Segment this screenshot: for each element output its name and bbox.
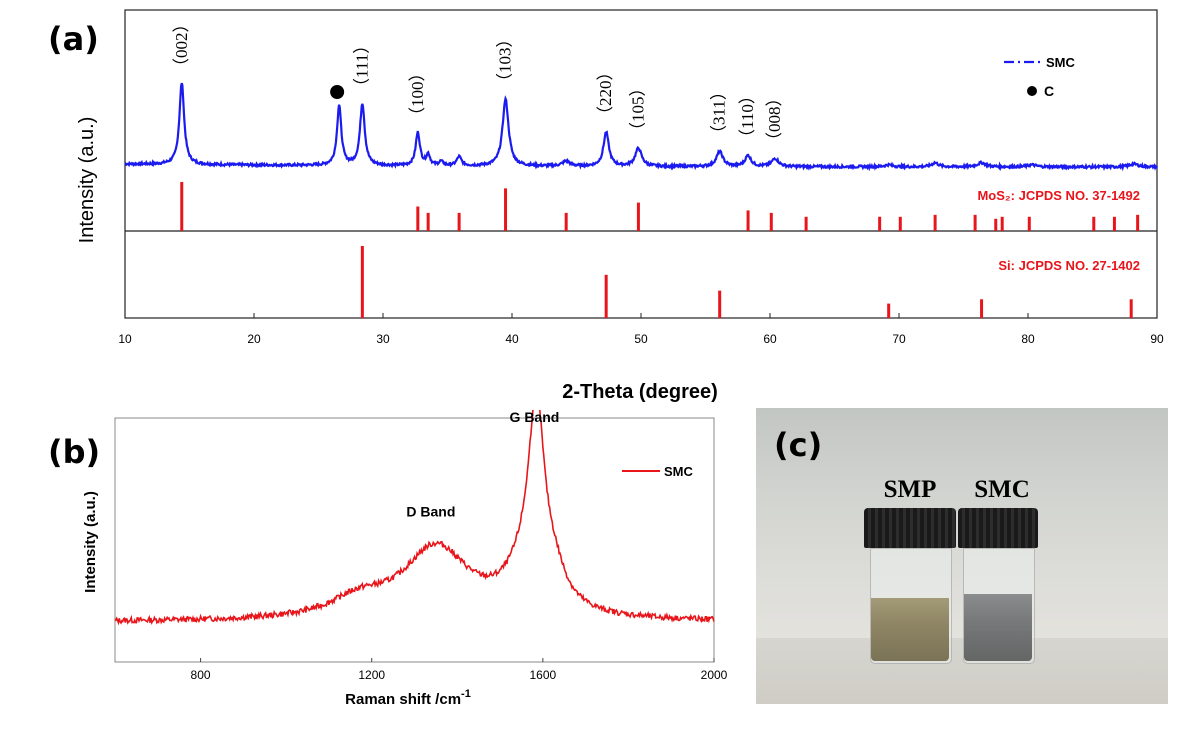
peak-label-3: （103） <box>496 31 515 91</box>
raman-x-axis-title: Raman shift /cm-1 <box>345 688 471 708</box>
raman-tick-label-800: 800 <box>191 668 211 682</box>
peak-label-2: （100） <box>408 65 427 125</box>
raman-plot-frame <box>114 417 715 663</box>
xrd-tick-label-10: 10 <box>118 332 132 346</box>
peak-label-0: （002） <box>172 16 191 76</box>
xrd-tick-label-20: 20 <box>247 332 261 346</box>
xrd-tick-label-60: 60 <box>763 332 777 346</box>
xrd-y-axis-title: Intensity (a.u.) <box>76 117 98 244</box>
vial-smc-powder <box>964 594 1032 661</box>
carbon-peak-marker <box>330 85 345 99</box>
vial-smp-powder <box>871 598 949 661</box>
panel-c-label: (c) <box>774 426 823 464</box>
raman-x-axis-title-text: Raman shift /cm <box>345 691 461 708</box>
xrd-tick-label-90: 90 <box>1150 332 1164 346</box>
xrd-ref-label-si: Si: JCPDS NO. 27-1402 <box>998 258 1140 273</box>
xrd-tick-label-40: 40 <box>505 332 519 346</box>
xrd-tick-label-50: 50 <box>634 332 648 346</box>
xrd-x-ticks: 10 20 30 40 50 60 70 80 90 <box>118 313 1164 346</box>
vial-smp-label: SMP <box>883 476 937 503</box>
xrd-reference-lines <box>180 182 1140 318</box>
vials-photo: (c) SMP SMC <box>756 408 1168 704</box>
xrd-ref-label-mos2: MoS₂: JCPDS NO. 37-1492 <box>977 188 1140 203</box>
xrd-peak-labels: （002） （111） （100） （103） （220） （105） （311） （110）… <box>172 16 784 150</box>
vial-smc-label: SMC <box>974 476 1030 503</box>
vial-smc: SMC <box>958 476 1038 670</box>
xrd-smc-curve <box>124 82 1158 172</box>
vial-smp-cap <box>864 508 956 548</box>
legend-c-marker <box>1027 86 1037 96</box>
peak-label-6: （311） <box>710 83 729 142</box>
peak-label-7: （110） <box>738 87 757 146</box>
legend-raman-smc-label: SMC <box>664 464 694 479</box>
raman-tick-label-2000: 2000 <box>701 668 728 682</box>
panel-b-label: (b) <box>48 433 101 471</box>
g-band-annotation: G Band <box>510 410 560 425</box>
peak-label-4: （220） <box>596 64 615 124</box>
raman-x-ticks: 800 1200 1600 2000 <box>191 658 728 682</box>
xrd-chart: 10 20 30 40 50 60 70 80 90 （002） （111） （100）（103）（… <box>76 9 1164 403</box>
vial-smp: SMP <box>864 476 956 670</box>
table-shadow <box>756 638 1168 704</box>
raman-smc-curve <box>114 410 715 626</box>
raman-x-axis-title-sup: -1 <box>461 688 471 700</box>
peak-label-1: （111） <box>352 37 371 95</box>
peak-label-8: （008） <box>765 90 784 150</box>
legend-c-label: C <box>1044 83 1054 99</box>
panel-a-label: (a) <box>48 20 99 58</box>
xrd-tick-label-70: 70 <box>892 332 906 346</box>
raman-y-axis-title: Intensity (a.u.) <box>82 491 99 593</box>
xrd-tick-label-30: 30 <box>376 332 390 346</box>
vial-smc-cap <box>958 508 1038 548</box>
xrd-legend: SMC C <box>1004 55 1076 99</box>
raman-tick-label-1200: 1200 <box>358 668 385 682</box>
d-band-annotation: D Band <box>406 503 455 519</box>
raman-tick-label-1600: 1600 <box>530 668 557 682</box>
raman-legend: SMC <box>622 464 694 479</box>
xrd-tick-label-80: 80 <box>1021 332 1035 346</box>
peak-label-5: （105） <box>628 80 647 140</box>
xrd-x-axis-title: 2-Theta (degree) <box>562 381 718 403</box>
raman-chart: 800 1200 1600 2000 D Band G Band SMC Raman … <box>82 410 728 708</box>
legend-smc-label: SMC <box>1046 55 1076 70</box>
